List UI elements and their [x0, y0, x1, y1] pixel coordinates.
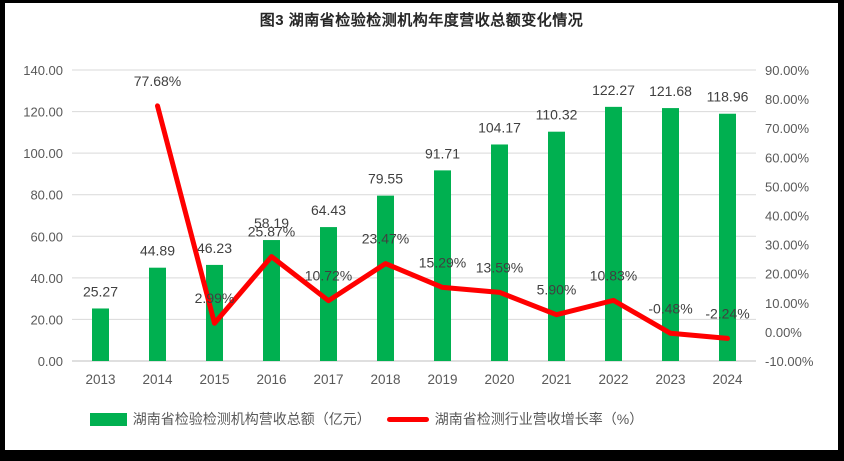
right-axis-tick-label: 90.00% — [765, 63, 810, 78]
x-axis-tick-label: 2023 — [655, 372, 685, 387]
bar-value-label: 64.43 — [311, 202, 346, 218]
right-axis-tick-label: 40.00% — [765, 209, 810, 224]
x-axis-tick-label: 2015 — [199, 372, 229, 387]
x-axis-tick-label: 2021 — [541, 372, 571, 387]
right-axis-tick-label: 20.00% — [765, 267, 810, 282]
line-value-label: 77.68% — [134, 73, 181, 89]
right-axis-tick-label: 10.00% — [765, 296, 810, 311]
x-axis-tick-label: 2014 — [142, 372, 173, 387]
x-axis-tick-label: 2016 — [256, 372, 286, 387]
bar-2024 — [719, 113, 736, 361]
left-axis-tick-label: 40.00 — [30, 271, 63, 286]
legend-label-growth: 湖南省检测行业营收增长率（%） — [434, 411, 644, 427]
right-axis-tick-label: 70.00% — [765, 121, 810, 136]
left-axis-tick-label: 20.00 — [30, 312, 63, 327]
left-axis-tick-label: 100.00 — [23, 146, 63, 161]
right-axis-tick-label: 60.00% — [765, 150, 810, 165]
left-axis-tick-label: 120.00 — [23, 105, 63, 120]
x-axis-tick-label: 2017 — [313, 372, 343, 387]
bar-series-swatch — [89, 412, 127, 426]
bar-2020 — [491, 144, 508, 361]
right-axis-tick-label: -10.00% — [765, 354, 814, 369]
line-value-label: 10.83% — [590, 267, 637, 283]
bar-2014 — [149, 267, 166, 361]
left-axis-tick-label: 80.00 — [30, 188, 63, 203]
combo-chart-canvas: 0.00 20.00 40.00 60.00 80.00 100.00 120.00 140.… — [23, 63, 814, 387]
right-axis-tick-label: 30.00% — [765, 238, 810, 253]
bar-value-label: 46.23 — [197, 240, 232, 256]
right-axis-tick-label: 50.00% — [765, 179, 810, 194]
bar-value-label: 104.17 — [478, 119, 521, 135]
line-value-label: 2.99% — [195, 290, 235, 306]
bar-2021 — [548, 131, 565, 361]
legend-item-revenue: 湖南省检验检测机构营收总额（亿元） — [89, 409, 371, 429]
chart-legend: 湖南省检验检测机构营收总额（亿元） 湖南省检测行业营收增长率（%） — [5, 409, 783, 429]
line-series-swatch — [386, 416, 429, 422]
x-axis-tick-label: 2019 — [427, 372, 457, 387]
right-axis-tick-label: 80.00% — [765, 92, 810, 107]
bar-2017 — [320, 227, 337, 361]
bar-2018 — [377, 195, 394, 361]
bar-2019 — [434, 170, 451, 361]
bar-2013 — [92, 308, 109, 361]
left-axis-tick-label: 60.00 — [30, 229, 63, 244]
bar-value-label: 91.71 — [425, 145, 460, 161]
bar-2023 — [662, 108, 679, 361]
line-value-label: 23.47% — [362, 231, 409, 247]
bar-2022 — [605, 106, 622, 361]
x-axis-tick-label: 2024 — [712, 372, 743, 387]
legend-item-growth: 湖南省检测行业营收增长率（%） — [386, 409, 644, 429]
x-axis-tick-label: 2020 — [484, 372, 514, 387]
bar-value-label: 58.19 — [254, 215, 289, 231]
chart-title: 图3 湖南省检验检测机构年度营收总额变化情况 — [259, 12, 584, 29]
bar-value-label: 118.96 — [707, 89, 749, 105]
line-value-label: 13.59% — [476, 259, 523, 275]
bar-2016 — [263, 240, 280, 361]
line-value-label: 25.87% — [248, 224, 295, 240]
x-axis-tick-label: 2013 — [85, 372, 115, 387]
left-axis-tick-label: 0.00 — [38, 354, 63, 369]
line-value-label: 10.72% — [305, 268, 352, 284]
growth-rate-line — [155, 103, 730, 341]
legend-label-revenue: 湖南省检验检测机构营收总额（亿元） — [132, 411, 371, 427]
x-axis-tick-label: 2022 — [598, 372, 628, 387]
line-value-label: -2.24% — [705, 305, 749, 321]
bar-value-label: 44.89 — [140, 243, 175, 259]
line-value-label: -0.48% — [648, 300, 692, 316]
bar-2015 — [206, 264, 223, 361]
line-value-label: 5.90% — [537, 282, 577, 298]
left-axis-tick-label: 140.00 — [23, 63, 63, 78]
right-axis-tick-label: 0.00% — [765, 325, 802, 340]
bar-value-label: 79.55 — [368, 171, 403, 187]
x-axis-tick-label: 2018 — [370, 372, 400, 387]
bar-value-label: 110.32 — [536, 107, 578, 123]
bar-value-label: 121.68 — [649, 83, 692, 99]
bar-value-label: 122.27 — [592, 82, 635, 98]
bar-value-label: 25.27 — [83, 283, 118, 299]
line-value-label: 15.29% — [419, 254, 466, 270]
